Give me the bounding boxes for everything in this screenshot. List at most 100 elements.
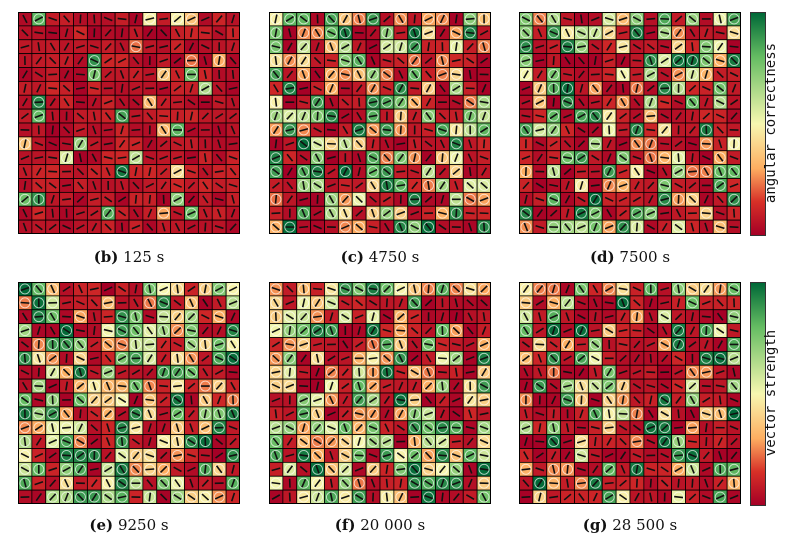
vector-mark [632, 424, 641, 431]
vector-mark [371, 139, 375, 149]
vector-mark [660, 156, 670, 160]
vector-mark [729, 397, 739, 403]
vector-mark [274, 28, 278, 38]
vector-mark [20, 396, 29, 404]
vector-mark [272, 437, 280, 446]
vector-mark [619, 354, 627, 362]
vector-ring [659, 408, 671, 420]
vector-mark [465, 31, 475, 35]
vector-mark [563, 328, 572, 334]
vector-mark [632, 329, 642, 332]
vector-mark [466, 57, 475, 64]
vector-mark [424, 451, 433, 460]
vector-mark [424, 57, 433, 65]
vector-mark [592, 28, 598, 38]
vector-ring [172, 380, 184, 392]
vector-mark [189, 423, 194, 433]
vector-mark [62, 142, 72, 146]
vector-mark [606, 153, 612, 163]
vector-mark [729, 99, 739, 106]
vector-mark [132, 451, 140, 460]
panel-border [269, 282, 491, 504]
vector-mark [63, 42, 70, 51]
vector-ring [534, 380, 546, 392]
vector-mark [148, 284, 152, 294]
vector-mark [578, 326, 584, 335]
vector-mark [633, 167, 641, 176]
vector-mark [214, 314, 224, 319]
vector-ring [270, 41, 282, 53]
vector-mark [632, 73, 642, 76]
vector-mark [689, 28, 696, 38]
vector-mark [479, 196, 489, 202]
vector-mark [299, 197, 309, 202]
vector-mark [203, 69, 207, 79]
vector-mark [34, 156, 44, 160]
vector-ring [339, 27, 351, 39]
vector-mark [23, 353, 27, 363]
vector-mark [326, 155, 336, 160]
vector-ring [19, 297, 31, 309]
vector-mark [23, 437, 27, 447]
vector-ring [325, 380, 337, 392]
vector-mark [703, 167, 710, 176]
vector-mark [161, 326, 166, 336]
heatmap-panel-d [519, 12, 741, 234]
vector-mark [549, 183, 559, 188]
vector-ring [436, 352, 448, 364]
vector-mark [117, 196, 127, 203]
vector-mark [580, 14, 583, 24]
vector-ring [102, 394, 114, 406]
vector-ring [645, 422, 657, 434]
vector-mark [549, 30, 559, 36]
vector-mark [369, 409, 377, 418]
vector-mark [343, 423, 348, 433]
vector-ring [409, 366, 421, 378]
vector-ring [686, 96, 698, 108]
vector-mark [396, 313, 405, 321]
vector-mark [632, 383, 642, 390]
vector-ring [312, 27, 324, 39]
vector-mark [202, 181, 209, 190]
vector-mark [382, 438, 392, 445]
vector-mark [147, 298, 153, 308]
vector-mark [272, 84, 279, 93]
vector-mark [410, 327, 419, 335]
vector-mark [730, 437, 738, 446]
vector-ring [548, 352, 560, 364]
vector-ring [144, 13, 156, 25]
vector-mark [479, 412, 489, 416]
vector-mark [552, 97, 555, 107]
vector-ring [562, 297, 574, 309]
vector-ring [728, 138, 740, 150]
vector-ring [144, 96, 156, 108]
vector-mark [203, 339, 207, 349]
vector-mark [75, 314, 85, 319]
vector-ring [33, 380, 45, 392]
vector-mark [300, 312, 308, 321]
vector-mark [274, 56, 278, 66]
vector-ring [116, 338, 128, 350]
vector-ring [436, 325, 448, 337]
vector-ring [436, 477, 448, 489]
vector-mark [173, 299, 182, 307]
vector-ring [395, 491, 407, 503]
vector-mark [77, 340, 84, 349]
vector-mark [288, 28, 292, 38]
vector-mark [632, 210, 642, 217]
vector-mark [620, 312, 626, 321]
vector-mark [410, 369, 419, 376]
vector-mark [188, 42, 195, 52]
colorbar-vector-strength [750, 282, 766, 506]
panel-border [18, 12, 240, 234]
vector-mark [689, 395, 696, 405]
vector-ring [395, 408, 407, 420]
vector-mark [451, 30, 461, 36]
vector-ring [61, 338, 73, 350]
vector-mark [77, 465, 84, 474]
vector-mark [90, 299, 98, 307]
vector-mark [368, 453, 378, 458]
vector-ring [548, 124, 560, 136]
vector-ring [478, 179, 490, 191]
vector-ring [520, 124, 532, 136]
